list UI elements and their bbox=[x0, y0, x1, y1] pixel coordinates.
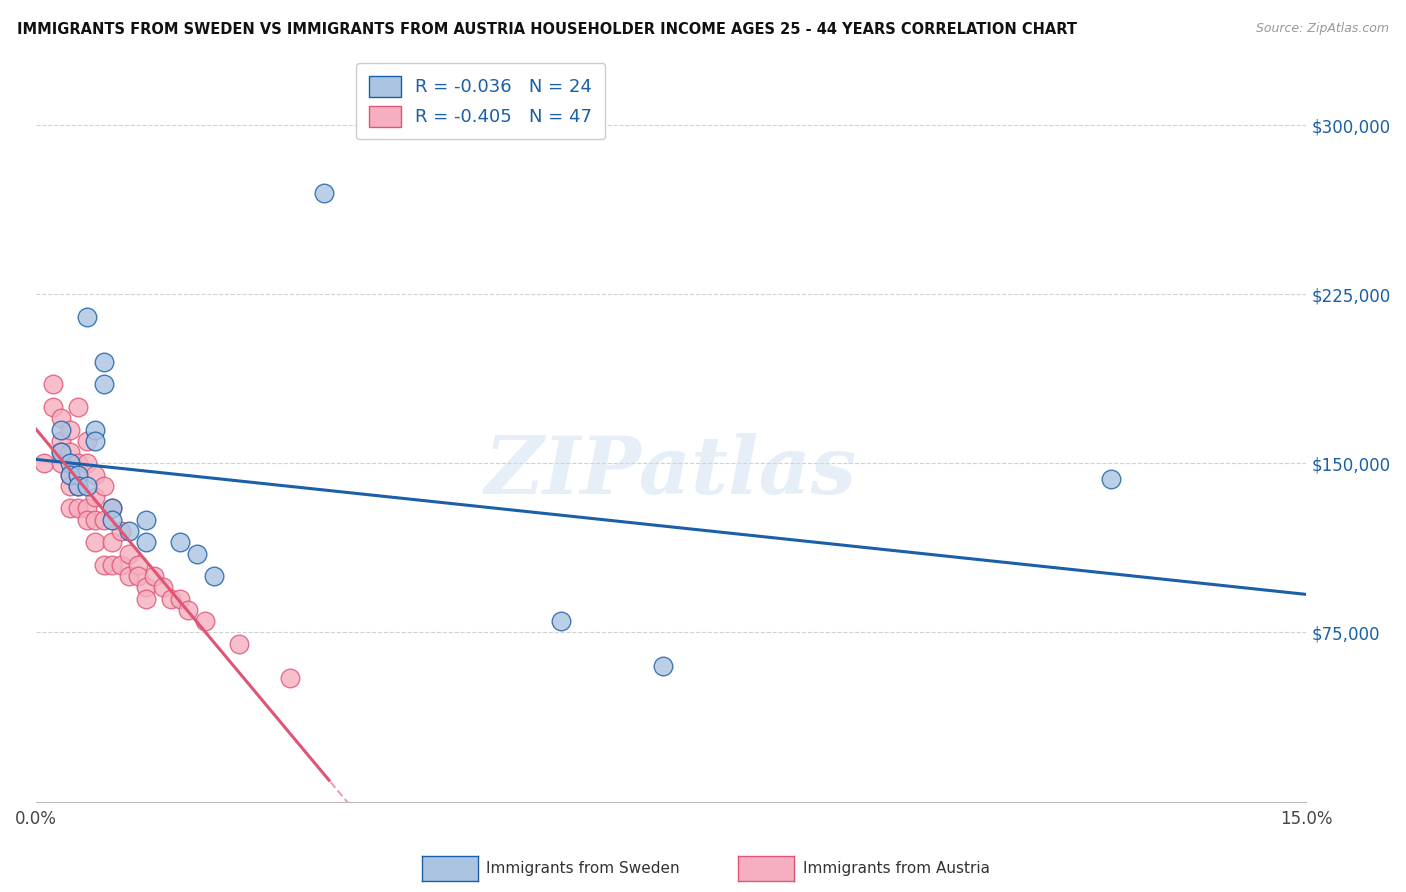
Point bbox=[93, 479, 115, 493]
Point bbox=[169, 591, 191, 606]
Point bbox=[59, 456, 82, 470]
Point bbox=[42, 400, 65, 414]
Point bbox=[143, 569, 166, 583]
Point bbox=[93, 355, 115, 369]
Point bbox=[101, 558, 124, 572]
Point bbox=[135, 513, 157, 527]
Text: Source: ZipAtlas.com: Source: ZipAtlas.com bbox=[1256, 22, 1389, 36]
Point bbox=[169, 535, 191, 549]
Point bbox=[67, 479, 90, 493]
Point bbox=[76, 434, 98, 448]
Point bbox=[177, 603, 200, 617]
Point bbox=[84, 434, 107, 448]
Point bbox=[84, 513, 107, 527]
Text: IMMIGRANTS FROM SWEDEN VS IMMIGRANTS FROM AUSTRIA HOUSEHOLDER INCOME AGES 25 - 4: IMMIGRANTS FROM SWEDEN VS IMMIGRANTS FRO… bbox=[17, 22, 1077, 37]
Point bbox=[84, 423, 107, 437]
Point bbox=[59, 423, 82, 437]
Point bbox=[76, 501, 98, 516]
Point bbox=[76, 513, 98, 527]
Text: Immigrants from Sweden: Immigrants from Sweden bbox=[486, 862, 681, 876]
Point bbox=[67, 467, 90, 482]
Point bbox=[93, 377, 115, 392]
Point bbox=[101, 513, 124, 527]
Point bbox=[59, 467, 82, 482]
Point bbox=[101, 501, 124, 516]
Point bbox=[110, 558, 132, 572]
Point bbox=[118, 524, 141, 538]
Point bbox=[59, 467, 82, 482]
Text: ZIPatlas: ZIPatlas bbox=[485, 434, 858, 510]
Point bbox=[84, 490, 107, 504]
Point bbox=[67, 400, 90, 414]
Point bbox=[135, 591, 157, 606]
Point bbox=[194, 614, 217, 628]
Point bbox=[51, 456, 73, 470]
Point bbox=[67, 456, 90, 470]
Point bbox=[59, 445, 82, 459]
Point bbox=[127, 569, 149, 583]
Point bbox=[202, 569, 225, 583]
Point bbox=[135, 535, 157, 549]
Text: Immigrants from Austria: Immigrants from Austria bbox=[803, 862, 990, 876]
Point bbox=[160, 591, 183, 606]
Point bbox=[51, 434, 73, 448]
Point bbox=[1099, 472, 1122, 486]
Point bbox=[34, 456, 56, 470]
Point bbox=[51, 445, 73, 459]
Point bbox=[93, 513, 115, 527]
Point bbox=[84, 467, 107, 482]
Point bbox=[42, 377, 65, 392]
Point bbox=[76, 479, 98, 493]
Point bbox=[101, 501, 124, 516]
Point bbox=[67, 479, 90, 493]
Point bbox=[118, 569, 141, 583]
Point bbox=[118, 547, 141, 561]
Point bbox=[76, 310, 98, 324]
Point bbox=[127, 558, 149, 572]
Point bbox=[76, 456, 98, 470]
Point bbox=[51, 445, 73, 459]
Point bbox=[67, 467, 90, 482]
Point bbox=[59, 501, 82, 516]
Legend: R = -0.036   N = 24, R = -0.405   N = 47: R = -0.036 N = 24, R = -0.405 N = 47 bbox=[356, 63, 605, 139]
Point bbox=[51, 423, 73, 437]
Point bbox=[651, 659, 673, 673]
Point bbox=[278, 671, 301, 685]
Point bbox=[101, 535, 124, 549]
Point bbox=[152, 581, 174, 595]
Point bbox=[312, 186, 335, 200]
Point bbox=[550, 614, 572, 628]
Point bbox=[186, 547, 208, 561]
Point bbox=[228, 637, 250, 651]
Point bbox=[93, 558, 115, 572]
Point bbox=[67, 501, 90, 516]
Point bbox=[110, 524, 132, 538]
Point bbox=[84, 535, 107, 549]
Point bbox=[51, 411, 73, 425]
Point bbox=[135, 581, 157, 595]
Point bbox=[59, 479, 82, 493]
